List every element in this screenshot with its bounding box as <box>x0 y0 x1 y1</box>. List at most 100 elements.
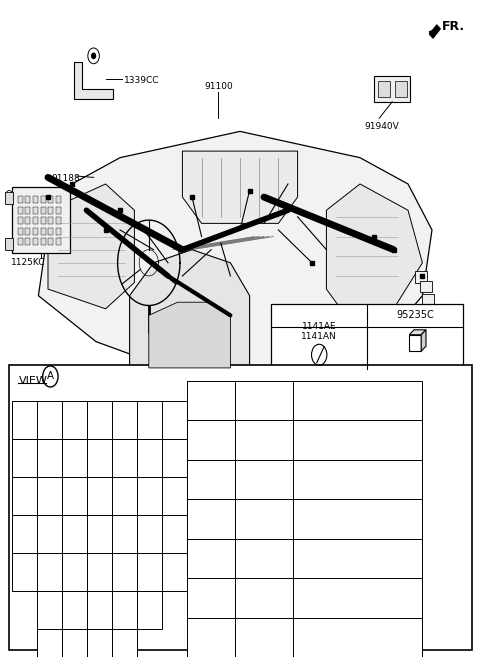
Bar <box>25 207 30 214</box>
Text: b: b <box>72 530 77 539</box>
Text: 91940V: 91940V <box>365 122 399 131</box>
Bar <box>271 304 463 369</box>
Text: 18791: 18791 <box>250 436 278 445</box>
Bar <box>112 515 137 553</box>
Bar <box>409 335 421 351</box>
Bar <box>235 539 293 578</box>
Text: PART NAME: PART NAME <box>328 396 387 405</box>
Text: b: b <box>22 568 27 577</box>
Bar <box>33 207 38 214</box>
Text: 1141AN: 1141AN <box>301 332 337 341</box>
Text: c: c <box>209 514 214 524</box>
Text: a: a <box>47 491 52 501</box>
Text: A: A <box>47 371 54 382</box>
Bar <box>137 553 162 591</box>
Bar <box>235 420 293 460</box>
Bar <box>25 217 30 224</box>
Bar <box>18 196 23 203</box>
Text: LP-MINI FUSE 7.5A: LP-MINI FUSE 7.5A <box>316 436 399 445</box>
Text: d: d <box>146 453 152 463</box>
Bar <box>41 217 46 224</box>
Bar <box>41 207 46 214</box>
Bar <box>415 271 427 283</box>
Bar <box>87 515 112 553</box>
Bar <box>137 591 162 629</box>
Bar <box>25 196 30 203</box>
Text: a: a <box>146 606 152 615</box>
Bar <box>48 238 53 245</box>
Bar <box>422 294 434 306</box>
Text: e: e <box>72 606 77 615</box>
Bar <box>87 477 112 515</box>
Circle shape <box>92 53 96 58</box>
Text: a: a <box>96 530 102 539</box>
Bar <box>162 401 187 439</box>
Bar <box>162 553 187 591</box>
Bar <box>87 591 112 629</box>
Text: 1141AE: 1141AE <box>302 322 336 331</box>
Text: c: c <box>147 491 152 501</box>
Text: a: a <box>96 568 102 577</box>
Text: d: d <box>96 453 102 463</box>
Bar <box>62 477 87 515</box>
Bar <box>162 439 187 477</box>
Text: FR.: FR. <box>442 20 465 33</box>
Bar <box>12 477 37 515</box>
Bar <box>33 196 38 203</box>
Bar <box>187 420 235 460</box>
Polygon shape <box>182 151 298 223</box>
Text: b: b <box>121 568 127 577</box>
Text: f: f <box>210 633 213 642</box>
Bar <box>137 401 162 439</box>
Bar <box>112 477 137 515</box>
Bar <box>56 196 61 203</box>
Bar <box>293 618 422 657</box>
Bar <box>137 477 162 515</box>
Bar <box>56 228 61 235</box>
Bar <box>293 420 422 460</box>
Text: a: a <box>72 453 77 463</box>
Bar <box>62 553 87 591</box>
Bar <box>37 401 62 439</box>
Text: a: a <box>47 606 52 615</box>
Bar <box>48 217 53 224</box>
Bar <box>187 539 235 578</box>
Text: e: e <box>146 568 152 577</box>
Text: d: d <box>208 554 214 563</box>
Bar <box>62 629 87 657</box>
Bar <box>25 228 30 235</box>
Text: c: c <box>147 530 152 539</box>
Bar <box>48 207 53 214</box>
Bar <box>41 196 46 203</box>
Bar <box>37 591 62 629</box>
Polygon shape <box>149 302 230 368</box>
Text: VIEW: VIEW <box>19 376 48 386</box>
Bar <box>25 238 30 245</box>
Text: FUSE-MIN 20A: FUSE-MIN 20A <box>326 554 389 563</box>
Bar <box>293 381 422 420</box>
Text: 18980F: 18980F <box>247 593 281 602</box>
Bar <box>33 238 38 245</box>
Text: 1339CC: 1339CC <box>124 76 159 85</box>
Text: e: e <box>72 644 77 653</box>
Bar <box>37 439 62 477</box>
Text: FUSE-MIN 15A: FUSE-MIN 15A <box>325 514 390 524</box>
Bar <box>112 401 137 439</box>
Bar <box>187 381 235 420</box>
Text: FUSE-MIN 10A: FUSE-MIN 10A <box>325 475 390 484</box>
Text: d: d <box>96 491 102 501</box>
Bar <box>187 460 235 499</box>
Text: a: a <box>208 436 214 445</box>
Bar <box>187 618 235 657</box>
Bar <box>56 238 61 245</box>
Text: c: c <box>122 491 127 501</box>
Bar <box>293 499 422 539</box>
Bar <box>5 192 13 204</box>
Bar <box>395 81 407 97</box>
Text: 91188: 91188 <box>52 174 81 183</box>
Text: a: a <box>22 453 27 463</box>
Text: a: a <box>22 415 27 424</box>
Bar <box>235 578 293 618</box>
Text: a: a <box>171 530 177 539</box>
Polygon shape <box>409 330 426 335</box>
